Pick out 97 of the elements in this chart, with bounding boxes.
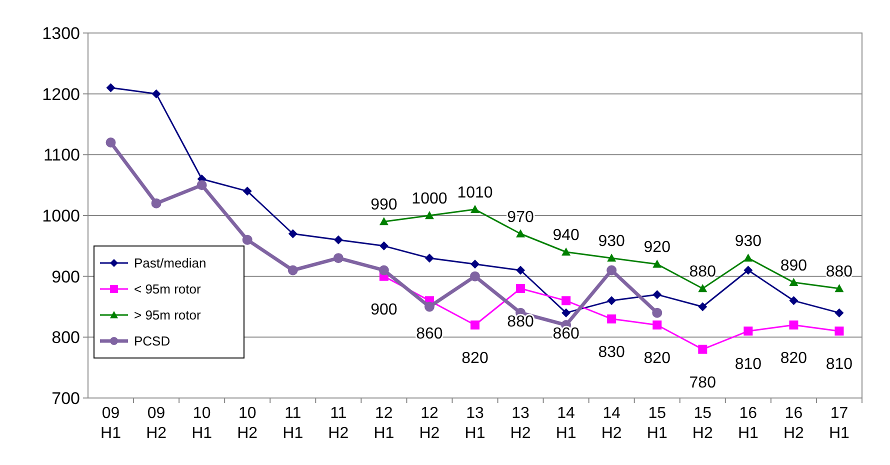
data-label: 810 (734, 356, 762, 374)
x-tick-label: 10 H1 (192, 405, 212, 442)
point (698, 302, 708, 312)
point (470, 271, 480, 282)
point (834, 308, 844, 318)
point (606, 265, 617, 276)
point (470, 260, 480, 269)
x-tick-label: 09 H2 (146, 405, 167, 442)
point (562, 248, 571, 256)
x-tick-label: 13 H1 (464, 405, 486, 442)
point (334, 235, 343, 244)
point (744, 254, 753, 262)
y-tick-label: 900 (52, 267, 80, 286)
point (834, 326, 844, 336)
x-tick-label: 15 H2 (692, 405, 713, 442)
x-tick-label: 11 H1 (282, 405, 304, 442)
data-label: 810 (826, 356, 853, 374)
legend-label: PCSD (134, 334, 170, 349)
point (516, 229, 526, 238)
x-tick-label: 17 H1 (829, 405, 850, 442)
data-label: 820 (644, 350, 671, 367)
point (652, 320, 662, 330)
point (288, 229, 298, 238)
data-label: 990 (370, 196, 398, 214)
point (242, 234, 252, 245)
data-label: 900 (370, 301, 398, 318)
point (152, 89, 161, 98)
data-label: 780 (689, 374, 716, 392)
data-label: 860 (552, 326, 580, 343)
data-label: 970 (507, 208, 534, 226)
data-label: 820 (780, 350, 808, 367)
point (789, 320, 798, 330)
data-label: 940 (552, 227, 580, 244)
data-label: 880 (826, 264, 853, 280)
x-tick-label: 11 H2 (328, 405, 349, 442)
point (789, 296, 798, 306)
point (106, 83, 116, 92)
point (607, 314, 616, 324)
point (424, 302, 434, 312)
point (288, 265, 298, 276)
x-tick-label: 16 H2 (783, 405, 804, 442)
point (516, 284, 526, 293)
point (151, 198, 162, 208)
point (744, 326, 753, 336)
point (834, 284, 844, 292)
data-label: 930 (598, 233, 626, 250)
data-label: 1000 (412, 190, 448, 208)
point (470, 320, 480, 330)
point (379, 241, 388, 250)
point (470, 204, 480, 214)
point (789, 278, 798, 286)
data-label: 830 (598, 344, 626, 361)
data-label: 880 (507, 314, 534, 330)
point (196, 180, 207, 190)
point (607, 254, 616, 262)
x-tick-label: 10 H2 (237, 405, 258, 442)
y-tick-label: 1300 (42, 24, 80, 43)
x-tick-label: 09 H1 (100, 405, 122, 442)
point (698, 284, 708, 292)
data-label: 1010 (457, 184, 493, 202)
x-tick-label: 12 H2 (419, 405, 440, 442)
point (424, 254, 434, 263)
x-tick-label: 12 H1 (374, 405, 394, 442)
point (562, 296, 571, 306)
y-tick-label: 1100 (43, 146, 80, 165)
x-tick-label: 16 H1 (738, 405, 759, 442)
point (607, 296, 616, 306)
point (106, 138, 116, 148)
point (516, 266, 526, 275)
y-tick-label: 700 (52, 388, 80, 408)
legend-label: < 95m rotor (134, 282, 202, 297)
y-tick-label: 800 (52, 328, 80, 348)
data-label: 820 (462, 350, 488, 367)
point (242, 186, 252, 196)
point (652, 308, 662, 318)
legend-label: > 95m rotor (134, 308, 202, 323)
x-tick-label: 14 H2 (601, 405, 622, 442)
data-label: 860 (416, 326, 443, 343)
data-label: 930 (734, 233, 762, 250)
legend-label: Past/median (134, 256, 206, 271)
point (379, 217, 388, 226)
x-tick-label: 14 H1 (556, 405, 576, 442)
point (562, 308, 571, 318)
point (424, 211, 434, 220)
x-tick-label: 15 H1 (646, 405, 668, 442)
point (698, 344, 708, 354)
y-tick-label: 1200 (42, 84, 80, 104)
data-label: 890 (780, 257, 808, 274)
point (333, 253, 344, 264)
point (378, 265, 389, 276)
x-tick-label: 13 H2 (510, 405, 531, 442)
point (744, 266, 753, 275)
data-label: 880 (689, 264, 716, 280)
y-tick-label: 1000 (42, 206, 80, 226)
point (652, 290, 662, 300)
point (652, 260, 662, 268)
data-label: 920 (644, 239, 671, 256)
